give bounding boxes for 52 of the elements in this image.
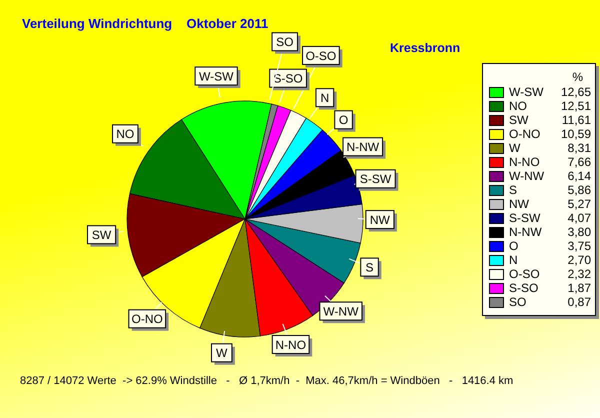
- legend-label: O-NO: [509, 127, 542, 141]
- chart-title: Verteilung Windrichtung Oktober 2011: [22, 16, 268, 31]
- slice-label: SO: [276, 35, 294, 50]
- legend-label: N: [509, 253, 519, 267]
- text: 8287 / 14072 Werte -> 62.9% Windstille - Ø 1,7km/h - Max. 46,7km/h = Windböen - 1416.4 km: [20, 375, 514, 387]
- data-label: 12,65: [560, 85, 591, 99]
- data-label: 3,75: [568, 239, 591, 253]
- legend-label: N-NW: [509, 225, 543, 239]
- data-label: 7,66: [568, 155, 591, 169]
- legend-label: O-SO: [509, 267, 541, 281]
- legend-label: NO: [509, 99, 528, 113]
- data-label: 12,51: [560, 99, 591, 113]
- legend-label: S-SW: [509, 211, 542, 225]
- data-label: 2,70: [568, 253, 591, 267]
- slice-label: W: [216, 346, 228, 360]
- legend-label: N-NO: [509, 155, 541, 169]
- data-label: 2,32: [568, 267, 591, 281]
- data-label: 6,14: [568, 169, 591, 183]
- slice-label: SW: [92, 228, 112, 242]
- slice-label: NO: [116, 127, 134, 142]
- legend-label: NW: [509, 197, 530, 211]
- data-label: 11,61: [562, 113, 591, 127]
- slice-label: N-NW: [346, 140, 380, 154]
- chart-subtitle: Kressbronn: [390, 41, 460, 55]
- data-label: 0,87: [568, 295, 591, 309]
- data-label: 1,87: [568, 281, 591, 295]
- legend-label: W: [509, 141, 522, 155]
- legend-label: W-NW: [509, 169, 546, 183]
- data-label: 3,80: [568, 225, 591, 239]
- slice-label: W-SW: [199, 69, 234, 84]
- slice-label: S-SO: [273, 72, 303, 86]
- legend-label: S-SO: [509, 281, 540, 295]
- legend-label: SO: [509, 295, 528, 309]
- legend-label: SW: [509, 113, 530, 127]
- data-label: 4,07: [568, 211, 591, 225]
- slice-label: N: [320, 90, 330, 105]
- data-label: 8,31: [568, 141, 591, 155]
- legend-label: S: [509, 183, 518, 197]
- slice-label: NW: [370, 212, 391, 227]
- data-label: 5,27: [568, 197, 591, 211]
- legend-label: O: [509, 239, 520, 253]
- slice-label: O: [338, 113, 348, 128]
- data-label: 10,59: [560, 127, 591, 141]
- legend-title: %: [571, 69, 584, 85]
- slice-label: S-SW: [360, 172, 392, 186]
- slice-label: O-SO: [306, 48, 336, 63]
- slice-label: N-NO: [275, 338, 306, 352]
- slice-label: W-NW: [323, 304, 360, 318]
- slice-label: S: [366, 260, 374, 274]
- legend-label: W-SW: [509, 85, 544, 99]
- data-label: 5,86: [568, 183, 591, 197]
- slice-label: O-NO: [131, 312, 163, 326]
